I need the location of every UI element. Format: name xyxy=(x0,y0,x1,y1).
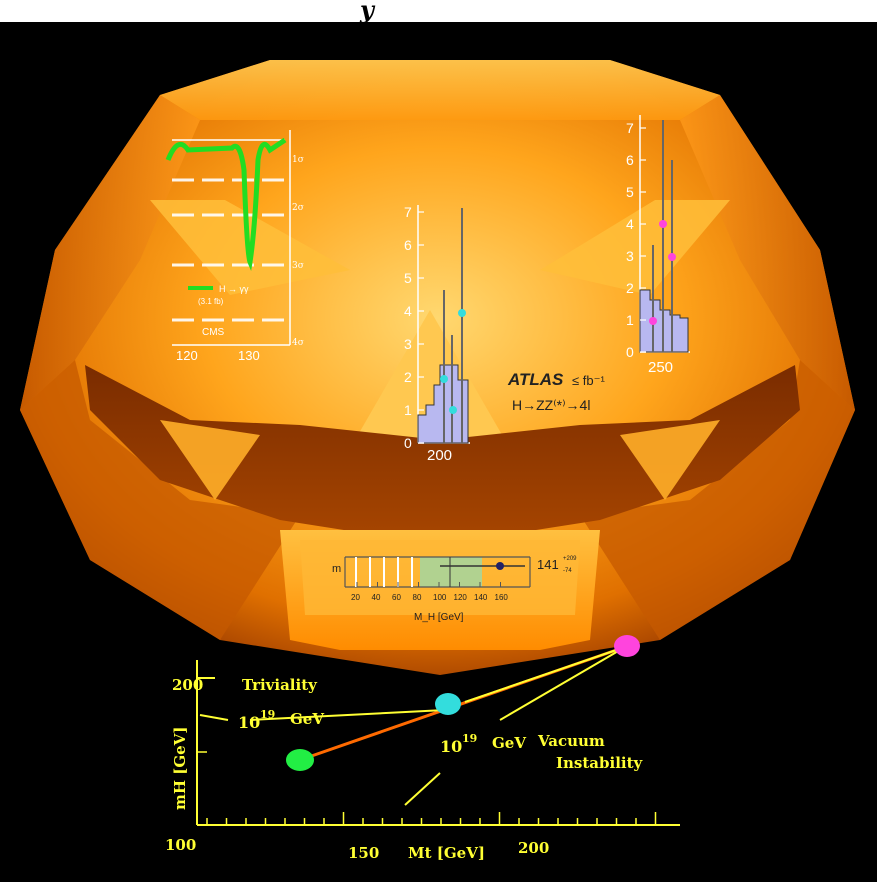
top-banner xyxy=(0,0,877,22)
instability-label: Instability xyxy=(556,754,644,772)
cms-legend-sub: (3.1 fb) xyxy=(198,297,224,306)
vacuum-scale-unit: GeV xyxy=(492,734,526,752)
atlas-right-y-tick-label-3: 3 xyxy=(626,248,634,264)
bounds-point-cyan xyxy=(435,693,461,715)
atlas-right-y-tick-label-1: 1 xyxy=(626,312,634,328)
ew-fit-right-sup: +209 xyxy=(563,556,577,562)
tooth-right xyxy=(620,420,720,500)
vacuum-scale-base: 10 xyxy=(440,737,462,756)
atlas-label: ATLAS ≤ fb⁻¹ H→ZZ⁽*⁾→4l xyxy=(507,370,605,413)
pumpkin-lower-left-facet xyxy=(20,360,300,640)
vacuum-label: Vacuum xyxy=(537,732,605,750)
triviality-upper-line xyxy=(464,645,629,703)
atlas-right-y-tick-label-5: 5 xyxy=(626,184,634,200)
bounds-y-tick-label-200: 200 xyxy=(172,676,203,694)
atlas-center-x-tick: 200 xyxy=(427,447,452,464)
atlas-right-y-tick-label-0: 0 xyxy=(626,344,634,360)
ew-fit-x-tick-label-20: 20 xyxy=(351,593,360,602)
atlas-right-plot: 0 1 2 3 4 5 6 7 250 xyxy=(626,115,690,376)
atlas-right-point-2 xyxy=(659,220,667,228)
bounds-point-magenta xyxy=(614,635,640,657)
vacuum-lower-arrow xyxy=(404,772,441,806)
atlas-right-x-tick: 250 xyxy=(648,359,673,376)
ew-fit-x-tick-label-160: 160 xyxy=(495,593,509,602)
atlas-center-plot: 0 1 2 3 4 5 6 7 200 xyxy=(404,204,470,464)
pumpkin-lower-right-facet xyxy=(580,360,855,640)
cms-x-tick-130: 130 xyxy=(238,348,260,363)
tooth-left xyxy=(160,420,260,500)
cms-pvalue-curve xyxy=(165,137,287,272)
bounds-point-green xyxy=(286,749,314,771)
triviality-scale-unit: GeV xyxy=(290,710,324,728)
atlas-right-point-1 xyxy=(649,317,657,325)
ew-fit-right-value: 141 xyxy=(537,557,559,572)
bounds-x-tick-label-200: 200 xyxy=(518,839,549,857)
ew-fit-x-tick-label-60: 60 xyxy=(392,593,401,602)
vacuum-scale-exp: 19 xyxy=(462,732,477,745)
ew-fit-left-label: m xyxy=(332,563,341,575)
atlas-center-point-1 xyxy=(440,375,448,383)
ew-fit-x-tick-label-40: 40 xyxy=(372,593,381,602)
atlas-right-y-tick-label-7: 7 xyxy=(626,120,634,136)
triviality-scale-exp: 19 xyxy=(260,708,275,721)
atlas-right-y-tick-label-6: 6 xyxy=(626,152,634,168)
cms-sigma-label-4: 4σ xyxy=(292,338,304,348)
mouth-cavity xyxy=(85,365,800,545)
atlas-center-y-tick-label-1: 1 xyxy=(404,402,412,418)
pumpkin-top-facet xyxy=(160,60,720,120)
bounds-plot: Triviality 10 19 GeV 10 19 GeV Vacuum In… xyxy=(165,635,680,862)
cms-sigma-label-3: 3σ xyxy=(292,261,304,271)
cms-sigma-label-2: 2σ xyxy=(292,203,304,213)
cms-legend-label: H → γγ xyxy=(219,284,249,294)
ew-fit-plot: m 141 +209 -74 20 40 60 80 100 120 140 160 M_H … xyxy=(332,556,577,623)
atlas-center-y-tick-label-4: 4 xyxy=(404,303,412,319)
atlas-center-point-3 xyxy=(458,309,466,317)
pumpkin-right-facet xyxy=(680,95,855,410)
atlas-center-y-tick-label-3: 3 xyxy=(404,336,412,352)
ew-fit-point xyxy=(496,562,504,570)
pumpkin-left-facet xyxy=(20,95,200,410)
ew-fit-x-tick-label-140: 140 xyxy=(474,593,488,602)
triviality-label: Triviality xyxy=(242,676,318,694)
triviality-arrow-line xyxy=(249,709,446,721)
bounds-y-tick-label-100: 100 xyxy=(165,836,196,854)
atlas-center-y-tick-label-6: 6 xyxy=(404,237,412,253)
atlas-right-y-tick-label-4: 4 xyxy=(626,216,634,232)
ew-fit-x-tick-label-100: 100 xyxy=(433,593,447,602)
bounds-x-label: Mt [GeV] xyxy=(408,844,485,862)
right-eye-facet xyxy=(540,200,730,295)
ew-fit-x-tick-label-120: 120 xyxy=(454,593,468,602)
ew-fit-band xyxy=(420,557,482,587)
cms-x-tick-120: 120 xyxy=(176,348,198,363)
bounds-y-label: mH [GeV] xyxy=(171,727,189,810)
atlas-center-point-2 xyxy=(449,406,457,414)
atlas-experiment-label: ATLAS xyxy=(507,370,564,389)
bounds-x-tick-label-150: 150 xyxy=(348,844,379,862)
cms-sigma-label-1: 1σ xyxy=(292,155,304,165)
cms-experiment-label: CMS xyxy=(202,327,225,338)
atlas-center-y-tick-label-5: 5 xyxy=(404,270,412,286)
ew-fit-right-sub: -74 xyxy=(563,568,572,574)
atlas-center-y-tick-label-7: 7 xyxy=(404,204,412,220)
pumpkin xyxy=(20,60,855,675)
atlas-center-y-tick-label-2: 2 xyxy=(404,369,412,385)
atlas-lumi-label: ≤ fb⁻¹ xyxy=(572,373,605,388)
ew-fit-x-tick-label-80: 80 xyxy=(413,593,422,602)
atlas-channel-label: H→ZZ⁽*⁾→4l xyxy=(512,397,590,413)
vacuum-arrow-line xyxy=(499,649,621,721)
banner-text: y xyxy=(359,0,376,24)
cms-plot: H → γγ (3.1 fb) CMS 120 130 1σ 2σ 3σ 4σ xyxy=(165,130,304,363)
ew-fit-x-label: M_H [GeV] xyxy=(414,612,464,623)
atlas-right-point-3 xyxy=(668,253,676,261)
triviality-left-arrow xyxy=(199,714,229,721)
triviality-scale-base: 10 xyxy=(238,713,260,732)
atlas-right-y-tick-label-2: 2 xyxy=(626,280,634,296)
atlas-center-y-tick-label-0: 0 xyxy=(404,435,412,451)
